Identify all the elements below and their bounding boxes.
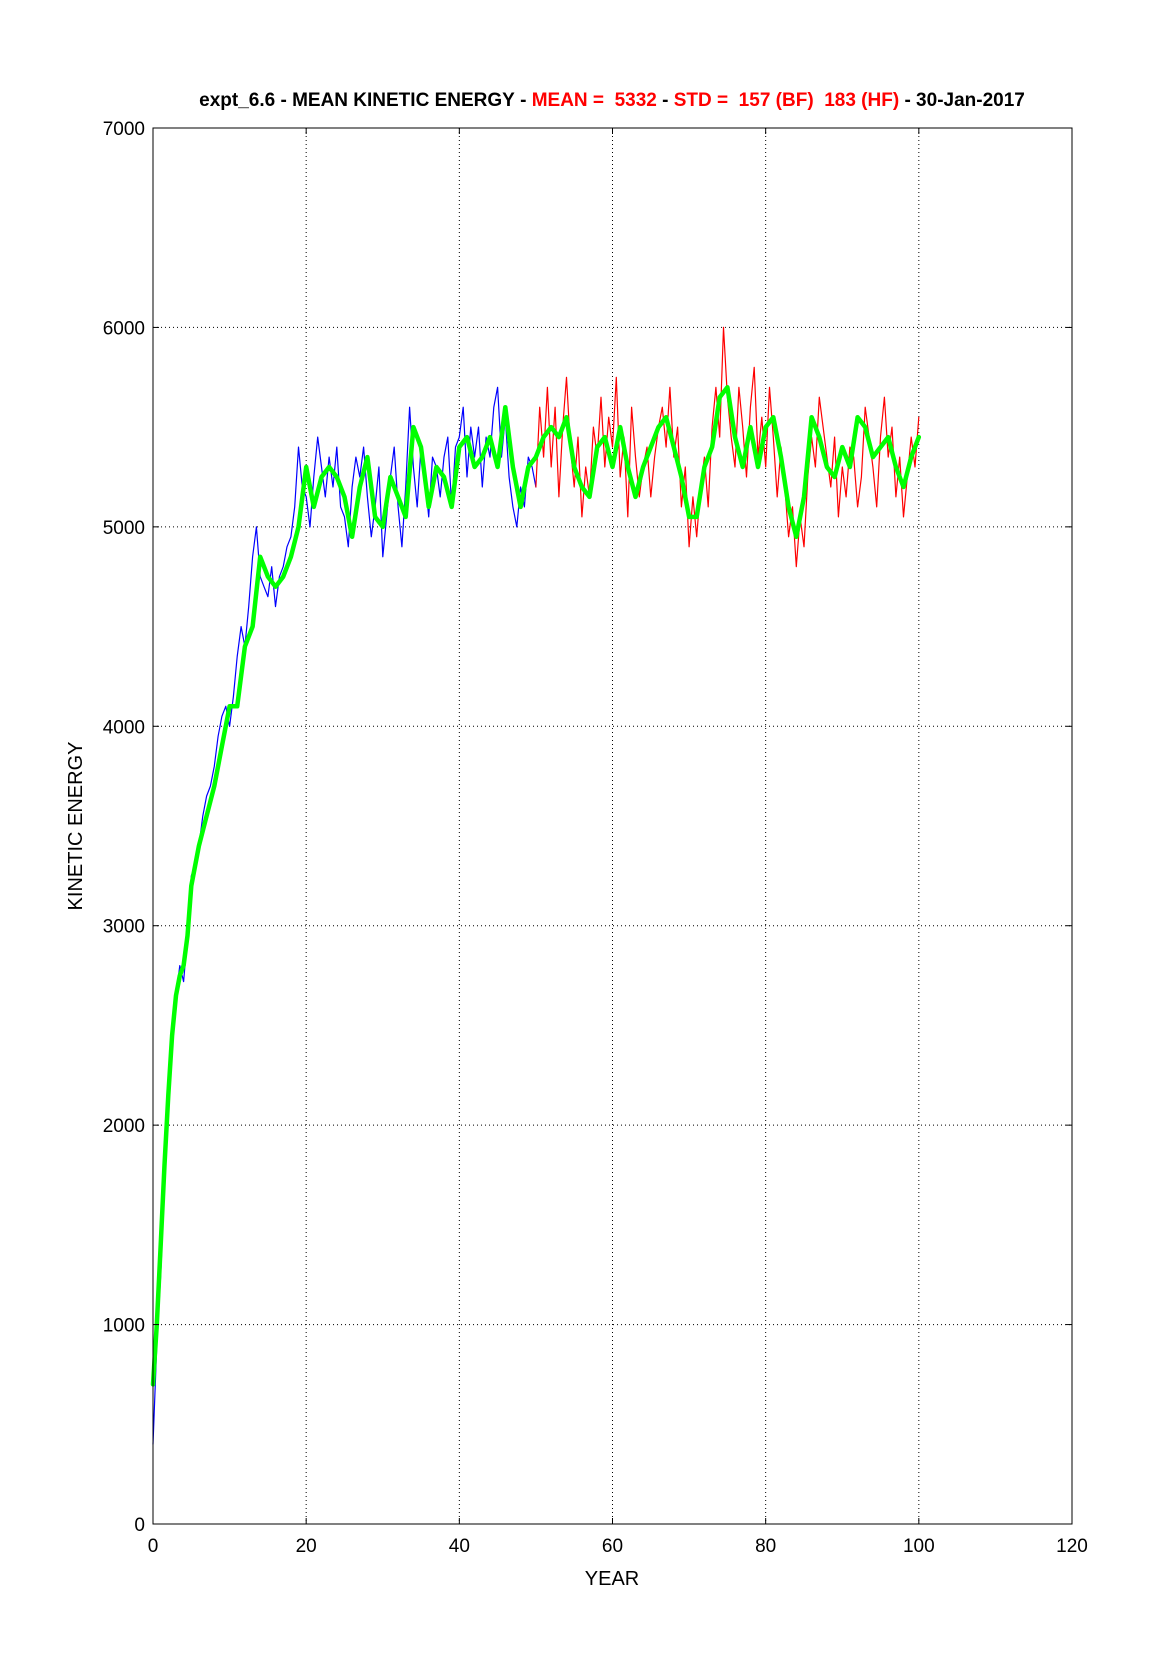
x-axis-label: YEAR [585,1568,639,1590]
series-line-3 [150,385,922,1387]
title-part: - 30-Jan-2017 [899,90,1025,111]
y-tick-label: 1000 [103,1316,145,1337]
x-tick-label: 40 [449,1536,470,1557]
series-line-1 [152,386,537,1445]
y-tick-label: 2000 [103,1116,145,1137]
y-tick-label: 4000 [103,717,145,738]
y-tick-label: 5000 [103,518,145,539]
x-tick-label: 80 [755,1536,776,1557]
x-tick-label: 0 [148,1536,159,1557]
y-tick-label: 6000 [103,318,145,339]
x-tick-label: 20 [296,1536,317,1557]
title-part: expt_6.6 - MEAN KINETIC ENERGY - [199,90,532,111]
x-tick-label: 60 [602,1536,623,1557]
x-tick-label: 120 [1056,1536,1088,1557]
title-part: - [657,90,674,111]
y-tick-label: 7000 [103,119,145,140]
grid-lines [153,128,1072,1524]
title-part: MEAN = 5332 [532,90,657,111]
y-axis-label: KINETIC ENERGY [65,742,87,911]
title-part: STD = 157 (BF) 183 (HF) [674,90,899,111]
series-lines [150,326,922,1445]
y-tick-label: 0 [134,1515,145,1536]
x-tick-label: 100 [903,1536,935,1557]
axis-ticks: 0 20 40 60 80 100 120 0 1000 2000 3000 4000 5000 6000… [103,119,1088,1557]
y-tick-label: 3000 [103,917,145,938]
chart-title: expt_6.6 - MEAN KINETIC ENERGY - MEAN = … [199,90,1025,111]
